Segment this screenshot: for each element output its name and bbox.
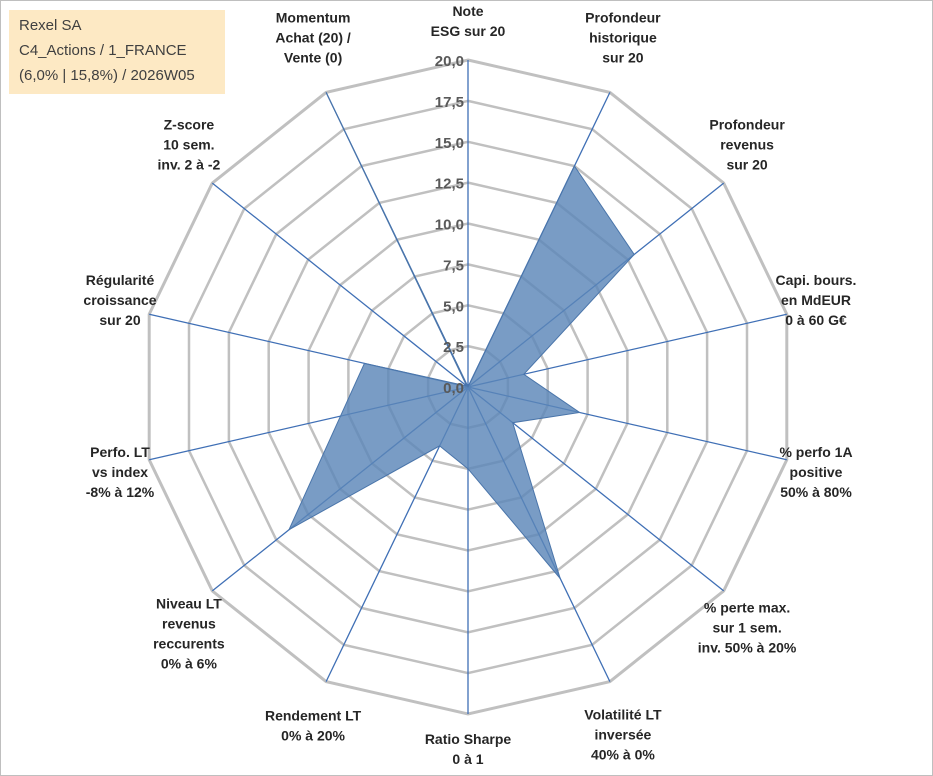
axis-label-line: sur 1 sem. <box>712 619 781 635</box>
axis-label: Ratio Sharpe 0 à 1 <box>425 731 512 767</box>
axis-label-line: positive <box>790 464 843 480</box>
axis-label-line: revenus <box>720 137 774 153</box>
axis-label: Z-score 10 sem. inv. 2 à -2 <box>158 117 221 173</box>
axis-label-line: Achat (20) / <box>275 29 351 45</box>
axis-label-line: inversée <box>594 727 651 743</box>
tick-label: 7,5 <box>443 257 464 274</box>
axis-label-line: Profondeur <box>585 9 661 25</box>
tick-label: 15,0 <box>435 135 464 152</box>
axis-label-line: 0% à 6% <box>161 656 218 672</box>
axis-label: Perfo. LT vs index -8% à 12% <box>86 444 155 500</box>
info-company-name: Rexel SA <box>19 17 82 34</box>
axis-label-line: vs index <box>92 464 148 480</box>
axis-label-line: Capi. bours. <box>776 272 857 288</box>
axis-label-line: reccurents <box>153 636 225 652</box>
axis-label-line: 0 à 1 <box>452 751 483 767</box>
tick-label: 12,5 <box>435 176 464 193</box>
axis-label-line: Ratio Sharpe <box>425 731 512 747</box>
axis-label-line: Momentum <box>276 9 351 25</box>
axis-spoke <box>211 182 469 388</box>
axis-label-line: inv. 2 à -2 <box>158 157 221 173</box>
axis-label-line: Note <box>452 3 483 19</box>
axis-label: Régularité croissance sur 20 <box>83 272 156 328</box>
info-stats: (6,0% | 15,8%) / 2026W05 <box>19 67 195 84</box>
axis-label-line: sur 20 <box>602 49 643 65</box>
axis-label: Rendement LT 0% à 20% <box>265 708 362 744</box>
info-box: Rexel SA C4_Actions / 1_FRANCE (6,0% | 1… <box>9 10 225 94</box>
tick-label: 5,0 <box>443 298 464 315</box>
axis-label-line: inv. 50% à 20% <box>698 639 797 655</box>
axis-label-line: en MdEUR <box>781 292 851 308</box>
axis-label: Profondeur historique sur 20 <box>585 9 661 65</box>
axis-label-line: revenus <box>162 616 216 632</box>
axis-label-line: 50% à 80% <box>780 484 852 500</box>
axis-label-line: 10 sem. <box>163 137 214 153</box>
axis-label-line: Profondeur <box>709 117 785 133</box>
axis-label: Capi. bours. en MdEUR 0 à 60 G€ <box>776 272 857 328</box>
axis-label-line: % perfo 1A <box>779 444 852 460</box>
axis-label-line: 0% à 20% <box>281 728 345 744</box>
axis-label: % perfo 1A positive 50% à 80% <box>779 444 852 500</box>
axis-label-line: Volatilité LT <box>584 707 662 723</box>
tick-label: 0,0 <box>443 380 464 397</box>
info-category: C4_Actions / 1_FRANCE <box>19 42 187 59</box>
axis-label-line: sur 20 <box>99 312 140 328</box>
tick-label: 10,0 <box>435 217 464 234</box>
axis-label-line: Rendement LT <box>265 708 362 724</box>
axis-label-line: 0 à 60 G€ <box>785 312 847 328</box>
tick-label: 17,5 <box>435 94 464 111</box>
axis-label: Profondeur revenus sur 20 <box>709 117 785 173</box>
data-area <box>287 92 635 579</box>
axis-label: Momentum Achat (20) / Vente (0) <box>275 9 351 65</box>
axis-label-line: Z-score <box>164 117 215 133</box>
axis-label-line: croissance <box>83 292 156 308</box>
axis-label-line: -8% à 12% <box>86 484 155 500</box>
axis-label-line: Perfo. LT <box>90 444 150 460</box>
axis-label-line: sur 20 <box>726 157 767 173</box>
axis-label-line: Vente (0) <box>284 49 342 65</box>
axis-label: Niveau LT revenus reccurents 0% à 6% <box>153 596 225 672</box>
axis-label-line: Niveau LT <box>156 596 222 612</box>
axis-label-line: ESG sur 20 <box>431 23 506 39</box>
axis-label: % perte max. sur 1 sem. inv. 50% à 20% <box>698 599 797 655</box>
tick-label: 20,0 <box>435 53 464 70</box>
axis-label-line: Régularité <box>86 272 155 288</box>
axis-label-line: 40% à 0% <box>591 747 655 763</box>
axis-label-line: historique <box>589 29 657 45</box>
tick-label: 2,5 <box>443 339 464 356</box>
axis-label-line: % perte max. <box>704 599 790 615</box>
axis-label: Note ESG sur 20 <box>431 3 506 39</box>
axis-label: Volatilité LT inversée 40% à 0% <box>584 707 662 763</box>
